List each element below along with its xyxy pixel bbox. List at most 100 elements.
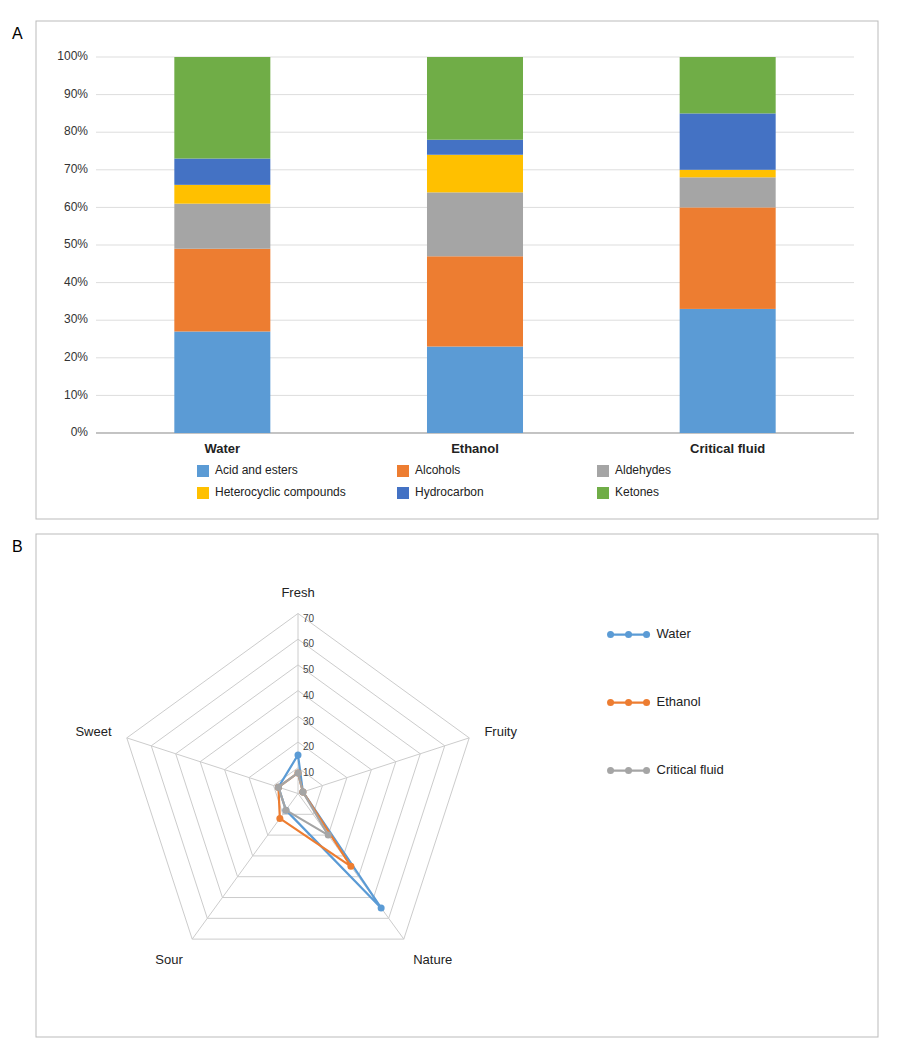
- radar-grid: [127, 614, 469, 940]
- legend-marker: [643, 767, 650, 774]
- bar-segment: [680, 177, 776, 207]
- radar-line: [278, 755, 381, 908]
- legend-swatch: [597, 465, 609, 477]
- category-label: Sour: [155, 952, 183, 967]
- y-tick-label: 10%: [64, 388, 88, 402]
- category-labels: FreshFruityNatureSourSweet: [75, 585, 517, 967]
- spoke: [298, 614, 299, 794]
- y-tick-label: 70%: [64, 162, 88, 176]
- radar-point: [276, 815, 283, 822]
- bar-segment: [174, 204, 270, 249]
- bar-segment: [427, 347, 523, 433]
- legend: Acid and esters Alcohols Aldehydes Heterocy…: [197, 463, 671, 499]
- radar-point: [295, 769, 302, 776]
- spoke: [127, 738, 298, 794]
- radial-tick-label: 50: [303, 664, 315, 675]
- bar-segment: [174, 159, 270, 185]
- y-tick-label: 20%: [64, 350, 88, 364]
- radial-tick-label: 30: [303, 716, 315, 727]
- bars: [174, 57, 775, 433]
- bar-segment: [174, 331, 270, 433]
- legend-label: Critical fluid: [657, 762, 724, 777]
- category-label: Fruity: [484, 724, 517, 739]
- legend-swatch: [597, 487, 609, 499]
- radar-point: [299, 788, 306, 795]
- legend-marker: [607, 699, 614, 706]
- y-tick-label: 90%: [64, 87, 88, 101]
- radar-point: [275, 784, 282, 791]
- x-tick-label: Water: [205, 441, 241, 456]
- panel-label: A: [12, 25, 23, 42]
- y-tick-label: 30%: [64, 312, 88, 326]
- radar-line: [278, 773, 328, 835]
- radar-point: [299, 788, 306, 795]
- spoke: [298, 794, 404, 940]
- category-label: Sweet: [75, 724, 112, 739]
- radial-tick-label: 40: [303, 690, 315, 701]
- legend-marker: [625, 699, 632, 706]
- radial-ticks: 10 20 30 40 50 60 70: [303, 613, 315, 778]
- legend-marker: [643, 699, 650, 706]
- grid-polygon: [127, 614, 469, 940]
- legend-label: Heterocyclic compounds: [215, 485, 346, 499]
- radial-tick-label: 10: [303, 767, 315, 778]
- legend-marker: [607, 631, 614, 638]
- figure: A0%10%20%30%40%50%60%70%80%90%100%WaterE…: [0, 0, 905, 1048]
- y-tick-label: 100%: [57, 49, 88, 63]
- radial-tick-label: 20: [303, 741, 315, 752]
- y-tick-label: 40%: [64, 275, 88, 289]
- legend-label: Hydrocarbon: [415, 485, 484, 499]
- legend-label: Alcohols: [415, 463, 460, 477]
- legend: Water Ethanol Critical fluid: [607, 626, 724, 777]
- bar-segment: [680, 170, 776, 178]
- background: [0, 0, 905, 1048]
- bar-segment: [174, 249, 270, 332]
- radar-point: [325, 832, 332, 839]
- radar-chart: BFreshFruityNatureSourSweet1020304050607…: [12, 534, 878, 1037]
- radar-point: [295, 769, 302, 776]
- legend-swatch: [197, 465, 209, 477]
- spoke: [298, 738, 469, 794]
- category-label: Nature: [413, 952, 452, 967]
- bar-segment: [174, 57, 270, 159]
- radar-point: [275, 784, 282, 791]
- spoke: [192, 794, 298, 940]
- x-axis: Water Ethanol Critical fluid: [205, 441, 766, 456]
- radar-point: [299, 788, 306, 795]
- bar-segment: [680, 309, 776, 433]
- radial-tick-label: 60: [303, 638, 315, 649]
- y-tick-label: 60%: [64, 200, 88, 214]
- radar-series: [275, 751, 385, 911]
- legend-label: Aldehydes: [615, 463, 671, 477]
- radar-line: [278, 773, 350, 866]
- bar-segment: [427, 140, 523, 155]
- panel-border: [36, 534, 878, 1037]
- radar-point: [275, 784, 282, 791]
- panel-label: B: [12, 538, 23, 555]
- legend-label: Ethanol: [657, 694, 701, 709]
- radial-tick-label: 70: [303, 613, 315, 624]
- bar-segment: [427, 192, 523, 256]
- radar-point: [295, 751, 302, 758]
- y-axis: 0%10%20%30%40%50%60%70%80%90%100%: [57, 49, 854, 439]
- radar-point: [378, 904, 385, 911]
- legend-swatch: [397, 487, 409, 499]
- radar-point: [282, 807, 289, 814]
- bar-segment: [680, 207, 776, 309]
- y-tick-label: 80%: [64, 124, 88, 138]
- legend-marker: [625, 767, 632, 774]
- x-tick-label: Critical fluid: [690, 441, 765, 456]
- legend-label: Water: [657, 626, 692, 641]
- bar-segment: [680, 113, 776, 169]
- x-tick-label: Ethanol: [451, 441, 499, 456]
- radar-point: [282, 807, 289, 814]
- legend-marker: [607, 767, 614, 774]
- panel-border: [36, 21, 878, 519]
- bar-segment: [427, 57, 523, 140]
- legend-swatch: [197, 487, 209, 499]
- legend-label: Acid and esters: [215, 463, 298, 477]
- legend-marker: [625, 631, 632, 638]
- radar-point: [347, 863, 354, 870]
- y-tick-label: 50%: [64, 237, 88, 251]
- bar-segment: [427, 256, 523, 346]
